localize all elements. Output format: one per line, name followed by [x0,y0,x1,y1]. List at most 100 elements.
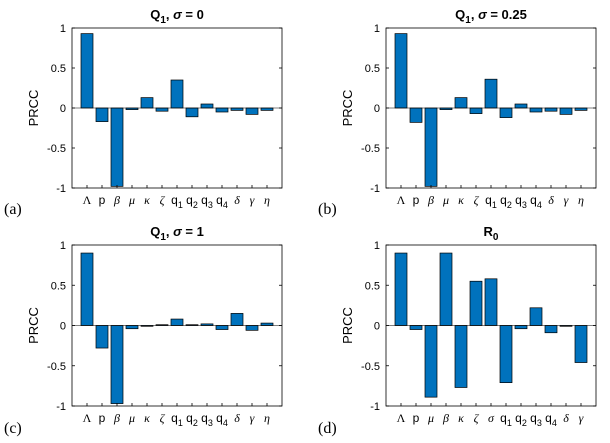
x-tick-label: p [99,193,106,207]
y-tick-label: -1 [56,401,66,413]
y-tick-label: 0 [374,321,380,333]
bar [409,325,423,330]
bar [409,107,423,123]
bar [95,107,109,122]
bar [499,325,513,384]
bar [484,278,498,326]
panel-c: Q1, σ = 1 1 0.5 0 -0.5 -1 PRCC Λ p β μ κ ζ q1 q2 q3 q4 δ γ… [4,224,283,437]
y-tick-label: -0.5 [47,143,66,155]
x-tick-label: β [113,193,120,207]
y-axis-label: PRCC [26,307,41,344]
x-tick-label: p [413,411,420,425]
y-tick-label: 0.5 [51,63,66,75]
x-tick-label: q3 [201,411,213,428]
y-tick-label: -0.5 [361,361,380,373]
bar [230,107,244,111]
x-tick-label: η [264,411,270,425]
x-tick-label: μ [128,193,135,207]
y-tick-label: 0 [60,103,66,115]
x-tick-label: q2 [186,193,198,210]
x-tick-label: q4 [530,193,542,210]
x-tick-label: q2 [500,193,512,210]
panel-title: Q1, σ = 0 [150,7,204,26]
x-tick-label: q1 [500,411,512,428]
panel-title: R0 [484,224,499,243]
x-tick-label: Λ [397,193,406,207]
x-tick-label: κ [144,193,150,207]
y-axis-label: PRCC [340,90,355,127]
panel-title: Q1, σ = 0.25 [455,7,527,26]
y-tick-label: 1 [374,23,380,35]
y-tick-label: 1 [60,240,66,252]
x-tick-label: ζ [474,411,480,425]
x-tick-label: Λ [397,411,406,425]
bar [394,33,408,109]
bar [574,107,588,111]
bar [544,107,558,112]
panel-d: R0 1 0.5 0 -0.5 -1 PRCC Λ p μ β κ ζ σ q1 q2 q3 q4 δ γ (d) [318,224,597,437]
bar [185,107,199,118]
bar [230,313,244,326]
bar [125,325,139,330]
y-tick-label: -1 [370,401,380,413]
panel-label: (d) [318,420,337,437]
bar [245,325,259,331]
bar [95,325,109,349]
x-tick-label: p [413,193,420,207]
bar [529,107,543,113]
x-tick-label: μ [128,411,135,425]
bar [394,252,408,326]
x-tick-label: δ [234,193,240,207]
bar [110,325,124,404]
x-tick-label: μ [427,411,434,425]
y-tick-label: 0.5 [365,63,380,75]
x-tick-label: q1 [171,411,183,428]
bar [200,103,214,109]
x-tick-label: δ [234,411,240,425]
x-tick-label: γ [250,193,255,207]
x-tick-label: κ [458,411,464,425]
bar [155,107,169,112]
x-tick-label: q2 [186,411,198,428]
x-tick-label: β [113,411,120,425]
panel-a: Q1, σ = 0 1 0.5 0 -0.5 -1 PRCC Λ p β μ κ ζ q1 q2 q3 q4 δ γ… [4,7,283,218]
y-tick-label: 1 [60,23,66,35]
x-tick-label: q4 [216,411,228,428]
y-tick-label: -1 [370,183,380,195]
bar [245,107,259,115]
x-tick-label: μ [442,193,449,207]
y-axis-label: PRCC [26,90,41,127]
y-tick-label: 0 [374,103,380,115]
bar [80,33,94,109]
x-tick-label: δ [548,193,554,207]
bar [574,325,588,363]
bar [544,325,558,334]
y-tick-label: 0 [60,321,66,333]
x-tick-label: q2 [515,411,527,428]
bar [260,322,274,326]
panel-label: (b) [318,201,337,218]
bar [499,107,513,118]
bar [529,307,543,326]
bar [424,107,438,187]
bar [140,97,154,109]
y-tick-label: -0.5 [47,361,66,373]
x-tick-label: ζ [160,193,166,207]
bar [215,325,229,330]
x-tick-label: κ [458,193,464,207]
panel-label: (a) [4,201,22,218]
bar [469,280,483,326]
bar [215,107,229,113]
x-tick-label: Λ [83,193,92,207]
x-tick-label: q3 [530,411,542,428]
y-tick-label: 0.5 [365,280,380,292]
x-tick-label: q1 [171,193,183,210]
bar [469,107,483,114]
bar [559,107,573,115]
panel-b: Q1, σ = 0.25 1 0.5 0 -0.5 -1 PRCC Λ p β μ κ ζ q1 q2 q3 q… [318,7,597,218]
bar [260,107,274,111]
x-tick-label: σ [488,411,495,425]
bar [80,252,94,326]
x-tick-label: β [442,411,449,425]
